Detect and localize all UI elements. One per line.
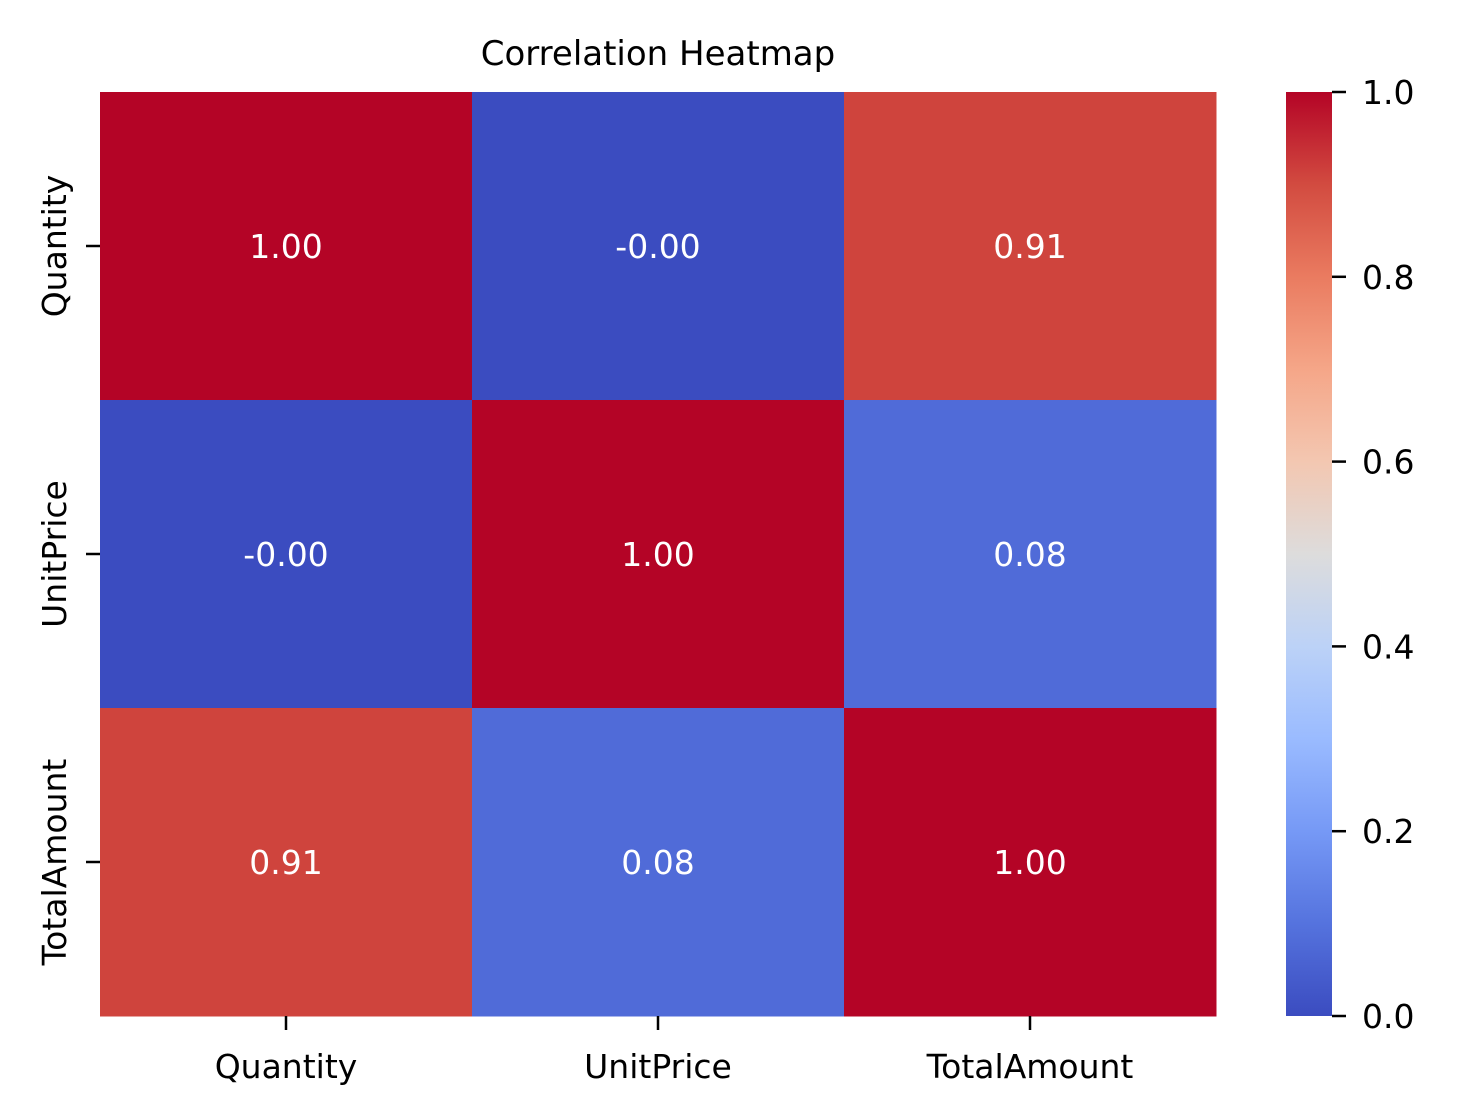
heatmap-cell: [472, 400, 845, 709]
x-tick-label: UnitPrice: [584, 1047, 732, 1086]
colorbar-tick-label: 0.4: [1362, 627, 1414, 666]
colorbar-gradient: [1286, 92, 1332, 1016]
cell-value-label: 1.00: [249, 227, 322, 266]
cell-value-label: 1.00: [621, 535, 694, 574]
colorbar-tick-label: 0.2: [1362, 812, 1414, 851]
x-tick-label: TotalAmount: [926, 1047, 1134, 1086]
y-axis: Quantity UnitPrice TotalAmount: [35, 175, 100, 967]
y-tick-label: Quantity: [35, 175, 74, 318]
x-axis: Quantity UnitPrice TotalAmount: [215, 1016, 1134, 1086]
heatmap-annotations: 1.00 -0.00 0.91 -0.00 1.00 0.08 0.91 0.08 1.00: [243, 227, 1066, 882]
heatmap-cell: [844, 708, 1217, 1017]
heatmap-cell: [844, 92, 1217, 401]
colorbar-tick-label: 0.6: [1362, 443, 1414, 482]
x-tick-label: Quantity: [215, 1047, 358, 1086]
y-tick-label: UnitPrice: [35, 480, 74, 628]
cell-value-label: -0.00: [615, 227, 700, 266]
heatmap-cells: [100, 92, 1217, 1017]
cell-value-label: 0.91: [993, 227, 1066, 266]
heatmap-cell: [472, 708, 845, 1017]
colorbar-tick-label: 1.0: [1362, 73, 1414, 112]
heatmap-cell: [472, 92, 845, 401]
cell-value-label: -0.00: [243, 535, 328, 574]
colorbar-tick-label: 0.8: [1362, 258, 1414, 297]
colorbar: 0.0 0.2 0.4 0.6 0.8 1.0: [1286, 73, 1414, 1036]
cell-value-label: 1.00: [993, 843, 1066, 882]
cell-value-label: 0.08: [621, 843, 694, 882]
heatmap-cell: [844, 400, 1217, 709]
heatmap-cell: [100, 400, 473, 709]
y-tick-label: TotalAmount: [35, 759, 74, 967]
cell-value-label: 0.08: [993, 535, 1066, 574]
heatmap-cell: [100, 708, 473, 1017]
chart-title: Correlation Heatmap: [481, 34, 835, 74]
cell-value-label: 0.91: [249, 843, 322, 882]
colorbar-tick-label: 0.0: [1362, 997, 1414, 1036]
heatmap-cell: [100, 92, 473, 401]
